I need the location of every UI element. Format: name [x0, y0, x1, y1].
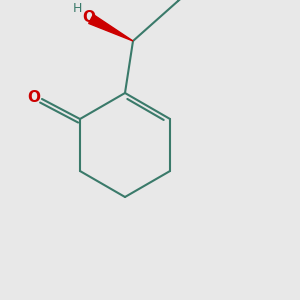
Text: O: O [28, 89, 40, 104]
Text: H: H [72, 2, 82, 16]
Text: O: O [82, 10, 95, 25]
Polygon shape [89, 15, 133, 41]
